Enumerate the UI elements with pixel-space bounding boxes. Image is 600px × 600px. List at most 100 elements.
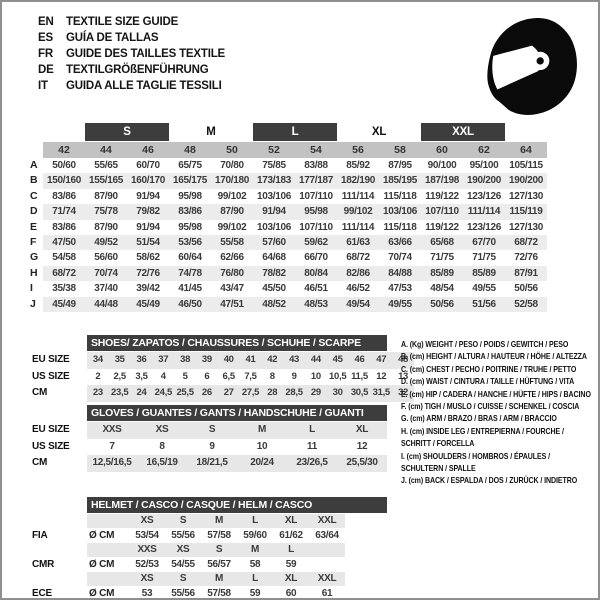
size-column-header: 62 bbox=[478, 144, 490, 156]
row-label: EU SIZE bbox=[32, 424, 70, 435]
table-row: US SIZE 2 2,5 3,5 4 5 6 6,5 7,5 8 9 10 10,5 11,5 12 13 bbox=[32, 369, 417, 386]
size-value-cell: 87/90 bbox=[94, 190, 118, 202]
value-cell: 24 bbox=[136, 387, 147, 398]
size-value-cell: 76/80 bbox=[220, 267, 244, 279]
value-cell: 27 bbox=[223, 387, 234, 398]
helmet-size-header: XL bbox=[284, 515, 298, 526]
size-value-cell: 55/58 bbox=[220, 236, 244, 248]
racing-helmet-icon bbox=[480, 14, 582, 116]
size-value-cell: 50/56 bbox=[514, 283, 538, 295]
value-cell: 12,5/16,5 bbox=[92, 457, 132, 468]
size-value-cell: 103/106 bbox=[256, 190, 292, 202]
helmet-value-cell: 59 bbox=[249, 587, 261, 599]
value-cell: 7 bbox=[109, 440, 115, 452]
helmet-size-row: XS S M L XL XXL bbox=[32, 572, 417, 586]
size-value-cell: 54/58 bbox=[52, 252, 76, 264]
size-value-cell: 72/76 bbox=[136, 267, 160, 279]
helmet-size-row: XS S M L XL XXL bbox=[32, 514, 417, 528]
value-cell: 8 bbox=[269, 370, 275, 382]
measurement-row: D 71/74 75/78 79/82 83/86 87/90 91/94 95/98 99/1… bbox=[30, 204, 547, 220]
value-cell: 41 bbox=[245, 354, 256, 365]
value-cell: 10,5 bbox=[329, 370, 347, 382]
measurement-row-label: H bbox=[30, 266, 38, 279]
helmet-size-values: XS S M L XL XXL bbox=[87, 514, 345, 528]
value-cell: 44 bbox=[310, 354, 321, 365]
size-value-cell: 115/118 bbox=[383, 221, 417, 233]
size-value-cell: 46/52 bbox=[346, 283, 370, 295]
measurement-row: E 83/86 87/90 91/94 95/98 99/102 103/106 107/11… bbox=[30, 220, 547, 235]
value-cell: 10 bbox=[310, 370, 321, 382]
value-cell: 16,5/19 bbox=[146, 457, 178, 468]
size-group-xl: XL bbox=[371, 126, 387, 138]
legend-line: F. (cm) TIGH / MUSLO / CUISSE / SCHENKEL… bbox=[401, 401, 580, 412]
size-value-cell: 71/75 bbox=[430, 252, 454, 264]
helmet-size-header: M bbox=[250, 544, 260, 555]
value-cell: 9 bbox=[209, 440, 215, 452]
helmet-value-cell: 61/62 bbox=[279, 529, 303, 541]
legend-line: J. (cm) BACK / ESPALDA / DOS / ZURÜCK / … bbox=[401, 475, 578, 486]
size-value-cell: 115/118 bbox=[383, 190, 417, 202]
size-value-cell: 127/130 bbox=[508, 190, 544, 202]
size-group-row: S M L XL XXL bbox=[30, 123, 547, 141]
size-value-cell: 48/52 bbox=[262, 298, 286, 310]
size-columns-row: 42 44 46 48 50 52 54 56 58 60 62 64 bbox=[30, 142, 547, 158]
value-cell: 27,5 bbox=[241, 387, 260, 398]
measurement-row-values: 83/86 87/90 91/94 95/98 99/102 103/106 107/110… bbox=[43, 189, 547, 204]
gloves-table: GLOVES / GUANTES / GANTS / HANDSCHUHE / … bbox=[32, 405, 417, 472]
size-value-cell: 61/63 bbox=[346, 236, 370, 248]
helmet-value-cell: 63/64 bbox=[315, 529, 339, 541]
size-value-cell: 87/90 bbox=[220, 206, 244, 218]
measurement-row-values: 35/38 37/40 39/42 41/45 43/47 45/50 46/51 46/52… bbox=[43, 281, 547, 296]
helmet-value-cell: 60 bbox=[285, 587, 297, 599]
size-value-cell: 87/95 bbox=[388, 160, 412, 171]
helmet-value-cell: 59/60 bbox=[243, 529, 267, 541]
size-column-header: 50 bbox=[226, 144, 238, 156]
helmet-data-values: Ø CM 53/54 55/56 57/58 59/60 61/62 63/64 bbox=[87, 528, 345, 544]
spacer bbox=[32, 514, 87, 528]
shoes-table: SHOES/ ZAPATOS / CHAUSSURES / SCHUHE / S… bbox=[32, 335, 417, 402]
spacer bbox=[30, 142, 43, 158]
helmet-data-row: CMR Ø CM 52/53 54/55 56/57 58 59 bbox=[32, 557, 417, 573]
language-title-block: EN TEXTILE SIZE GUIDE ES GUÍA DE TALLAS FR GU… bbox=[38, 14, 225, 94]
size-value-cell: 70/74 bbox=[388, 252, 412, 264]
size-value-cell: 71/74 bbox=[52, 206, 76, 218]
table-title-bar: HELMET / CASCO / CASQUE / HELM / CASCO bbox=[87, 497, 387, 513]
language-row: IT GUIDA ALLE TAGLIE TESSILI bbox=[38, 78, 225, 94]
size-value-cell: 75/78 bbox=[94, 206, 118, 218]
size-value-cell: 39/42 bbox=[136, 283, 160, 295]
measurement-row-label: J bbox=[30, 297, 36, 310]
size-value-cell: 64/68 bbox=[262, 252, 286, 264]
value-cell: 6 bbox=[204, 370, 210, 382]
size-value-cell: 123/126 bbox=[466, 190, 502, 202]
size-value-cell: 56/60 bbox=[94, 252, 118, 264]
value-cell: 20/24 bbox=[250, 457, 274, 468]
helmet-size-header: XXL bbox=[317, 573, 337, 584]
legend-line: D. (cm) WAIST / CINTURA / TAILLE / HÜFTU… bbox=[401, 376, 575, 387]
size-value-cell: 103/106 bbox=[256, 221, 292, 233]
helmet-size-header: M bbox=[214, 515, 224, 526]
value-cell: 30,5 bbox=[350, 387, 369, 398]
size-value-cell: 46/50 bbox=[178, 298, 202, 310]
size-value-cell: 91/94 bbox=[136, 190, 160, 202]
size-column-header: 48 bbox=[184, 144, 196, 156]
helmet-size-header: XS bbox=[140, 515, 154, 526]
value-cell: XS bbox=[155, 424, 169, 435]
size-value-cell: 66/70 bbox=[304, 252, 328, 264]
table-title-bar: GLOVES / GUANTES / GANTS / HANDSCHUHE / … bbox=[87, 405, 387, 421]
size-value-cell: 45/50 bbox=[262, 283, 286, 295]
value-cell: M bbox=[257, 424, 267, 435]
size-column-header: 42 bbox=[58, 144, 70, 156]
size-value-cell: 115/119 bbox=[509, 206, 543, 218]
table-row: CM 12,5/16,5 16,5/19 18/21,5 20/24 23/26,5 25,… bbox=[32, 455, 417, 472]
diameter-label: Ø CM bbox=[89, 529, 115, 541]
value-cell: 32 bbox=[398, 387, 409, 398]
size-value-cell: 49/52 bbox=[94, 236, 118, 248]
size-column-header: 56 bbox=[352, 144, 364, 156]
value-cell: XL bbox=[355, 424, 369, 435]
size-value-cell: 70/74 bbox=[94, 267, 118, 279]
legend-line: A. (Kg) WEIGHT / PESO / POIDS / GEWITCH … bbox=[401, 339, 569, 349]
helmet-size-header: L bbox=[252, 515, 258, 526]
size-value-cell: 51/54 bbox=[136, 236, 160, 248]
size-value-cell: 87/90 bbox=[94, 221, 118, 233]
size-value-cell: 185/195 bbox=[382, 175, 418, 187]
